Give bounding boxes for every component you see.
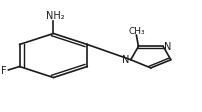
Text: CH₃: CH₃	[128, 26, 145, 35]
Text: N: N	[122, 55, 130, 65]
Text: NH₂: NH₂	[46, 11, 65, 21]
Text: N: N	[164, 42, 171, 52]
Text: F: F	[1, 66, 7, 76]
